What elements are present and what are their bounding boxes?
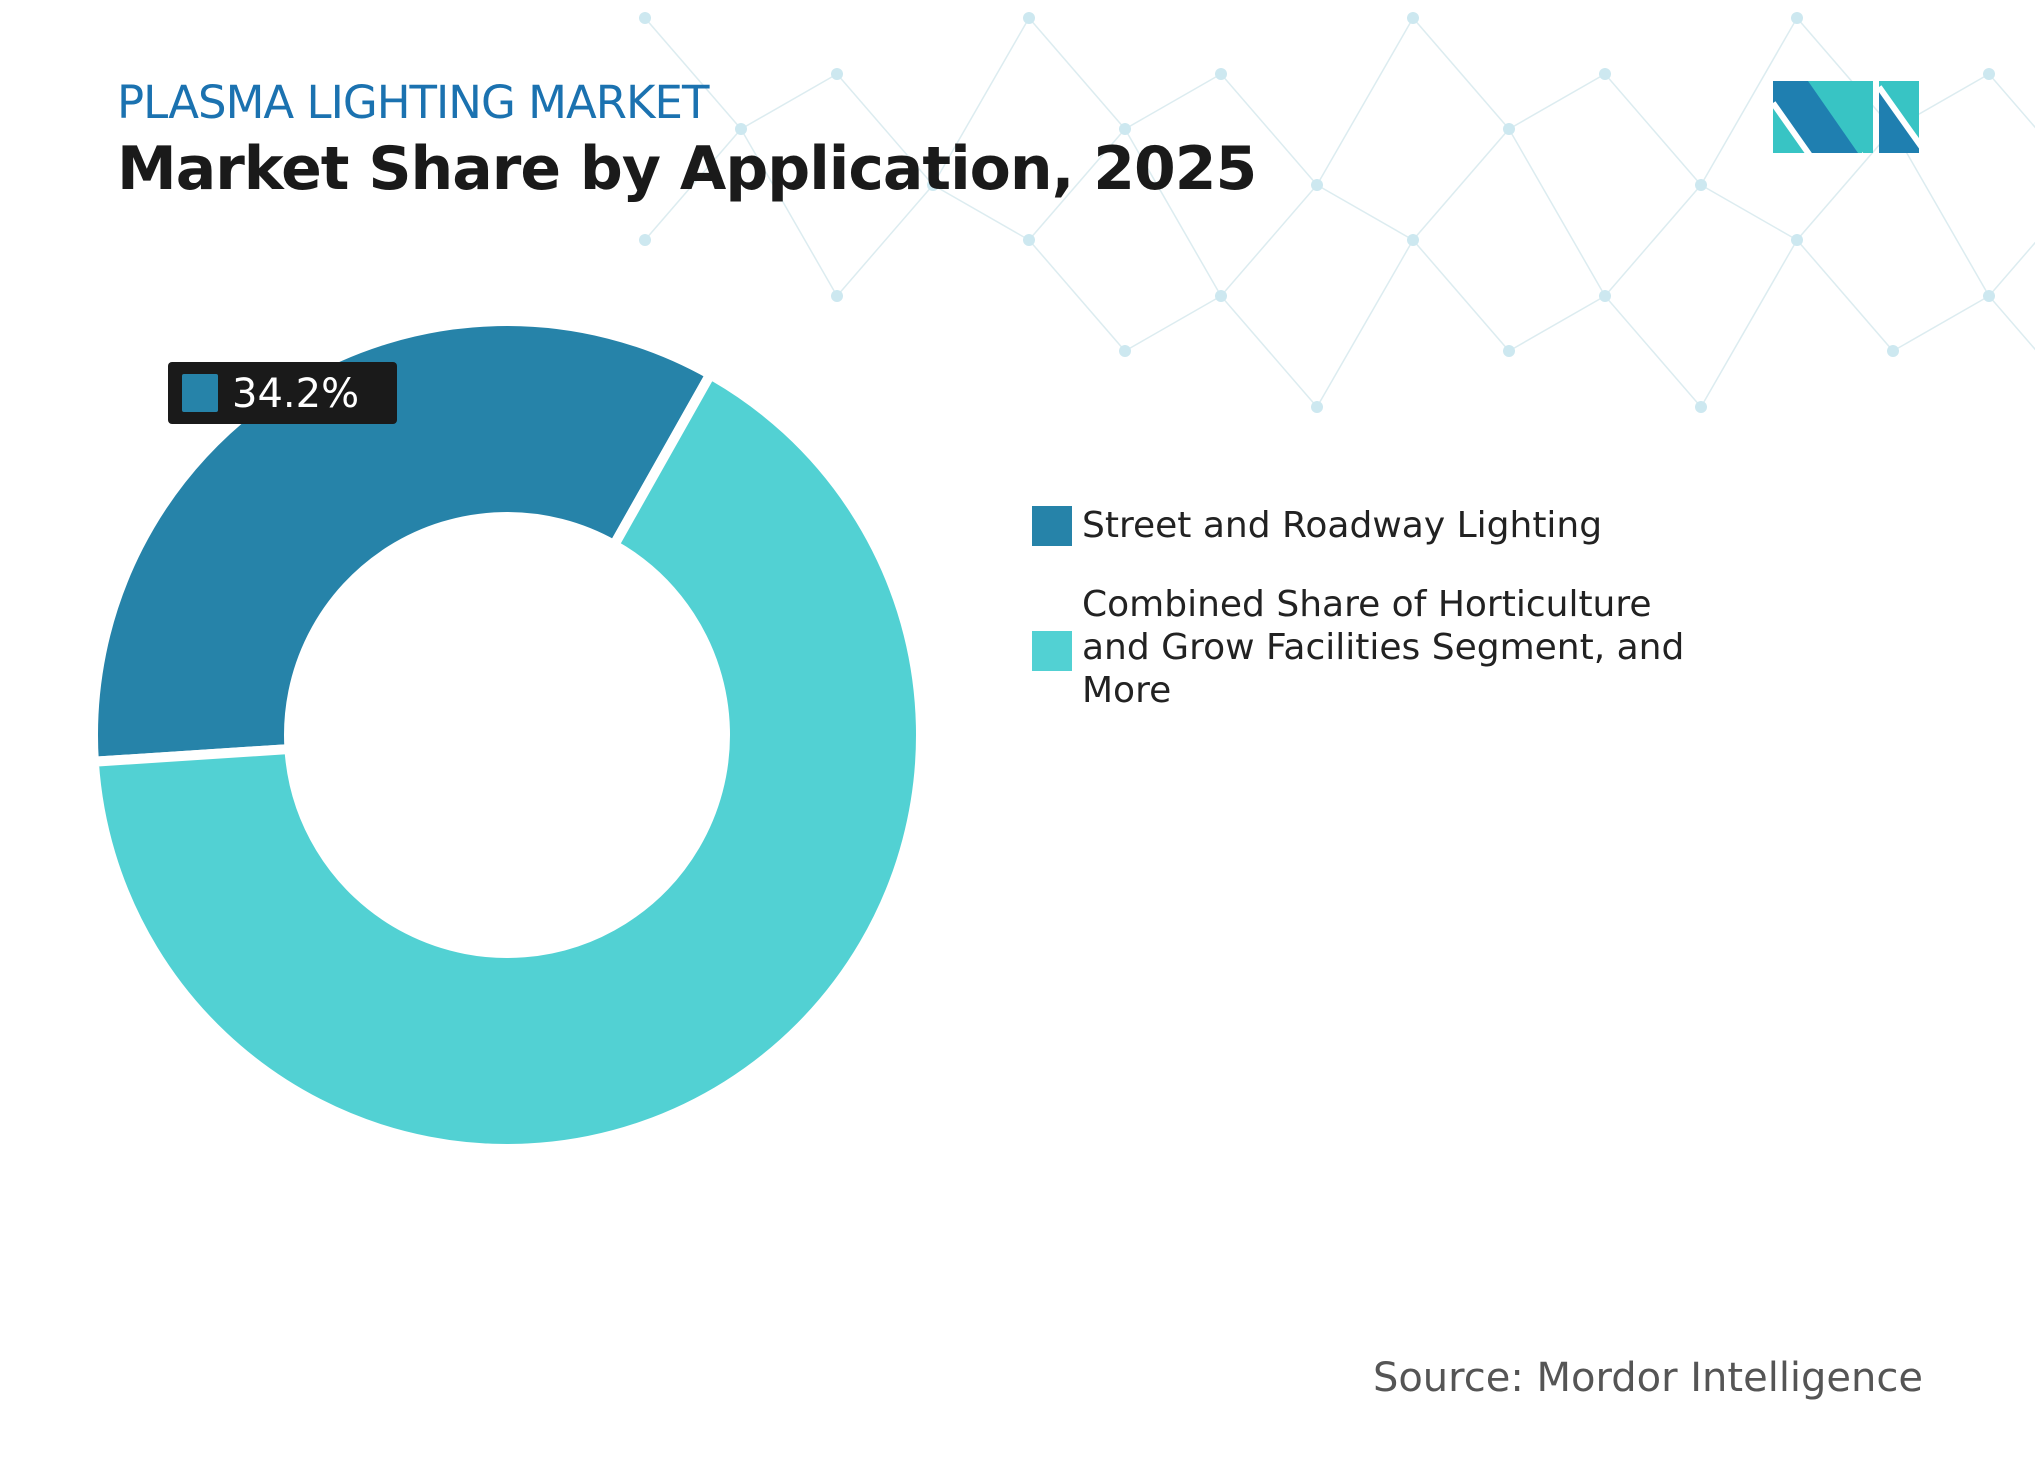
network-line — [1892, 295, 1990, 352]
source-note: Source: Mordor Intelligence — [1372, 1355, 1923, 1401]
network-node — [1407, 234, 1419, 246]
network-node — [1215, 290, 1227, 302]
network-node — [1983, 290, 1995, 302]
donut-slice-street-roadway — [88, 316, 718, 768]
network-node — [1695, 401, 1707, 413]
network-node — [1791, 12, 1803, 24]
network-line — [1892, 128, 1990, 297]
network-line — [644, 17, 742, 130]
network-node — [1023, 12, 1035, 24]
network-line — [1700, 17, 1798, 186]
network-line — [1124, 295, 1222, 352]
network-line — [1988, 241, 2035, 297]
network-line — [1508, 128, 1606, 297]
network-line — [1028, 239, 1126, 352]
legend-swatch — [1032, 631, 1072, 671]
network-line — [1604, 73, 1702, 186]
network-node — [1215, 68, 1227, 80]
network-node — [1791, 234, 1803, 246]
network-line — [1316, 184, 1414, 241]
network-line — [932, 17, 1030, 186]
network-node — [1599, 68, 1611, 80]
network-line — [1220, 184, 1318, 297]
data-label-text: 34.2% — [232, 371, 359, 417]
network-line — [1220, 73, 1318, 186]
network-node — [639, 234, 651, 246]
network-line — [1220, 295, 1318, 408]
network-node — [1119, 123, 1131, 135]
network-node — [1311, 179, 1323, 191]
network-line — [740, 128, 838, 297]
network-line — [836, 73, 934, 186]
data-label-background — [168, 362, 397, 424]
network-line — [1700, 239, 1798, 408]
network-node — [927, 179, 939, 191]
mordor-intelligence-logo — [1773, 81, 1919, 153]
network-line — [1988, 73, 2035, 129]
network-line — [1028, 17, 1126, 130]
network-node — [1887, 345, 1899, 357]
network-line — [1604, 184, 1702, 297]
network-node — [639, 12, 651, 24]
data-label-box: 34.2% — [168, 362, 397, 424]
network-node — [831, 290, 843, 302]
network-line — [1124, 128, 1222, 297]
network-line — [740, 73, 838, 130]
page-title: Market Share by Application, 2025 — [117, 134, 1257, 204]
network-line — [644, 128, 742, 241]
network-line — [1796, 239, 1894, 352]
network-line — [1604, 295, 1702, 408]
network-line — [1796, 17, 1894, 130]
network-node — [1503, 123, 1515, 135]
network-node — [1311, 401, 1323, 413]
donut-slice-combined-share — [88, 367, 926, 1154]
network-line — [1796, 128, 1894, 241]
network-line — [1412, 239, 1510, 352]
network-line — [1508, 73, 1606, 130]
network-node — [1023, 234, 1035, 246]
network-node — [1119, 345, 1131, 357]
network-line — [932, 184, 1030, 241]
network-line — [1316, 17, 1414, 186]
network-line — [1412, 17, 1510, 130]
network-line — [1508, 295, 1606, 352]
network-node — [1983, 68, 1995, 80]
network-node — [1695, 179, 1707, 191]
network-line — [1412, 128, 1510, 241]
network-line — [1316, 239, 1414, 408]
network-node — [1599, 290, 1611, 302]
legend-label: Street and Roadway Lighting — [1082, 505, 1603, 546]
network-line — [1700, 184, 1798, 241]
legend-label: Combined Share of Horticulture and Grow … — [1082, 584, 1685, 711]
network-line — [1028, 128, 1126, 241]
network-line — [836, 184, 934, 297]
legend-swatch — [1032, 506, 1072, 546]
data-label-swatch — [182, 374, 218, 412]
network-line — [1124, 73, 1222, 130]
network-node — [1503, 345, 1515, 357]
report-kicker: PLASMA LIGHTING MARKET — [117, 76, 709, 129]
network-line — [1988, 295, 2035, 351]
network-node — [735, 123, 747, 135]
network-node — [1407, 12, 1419, 24]
network-node — [831, 68, 843, 80]
